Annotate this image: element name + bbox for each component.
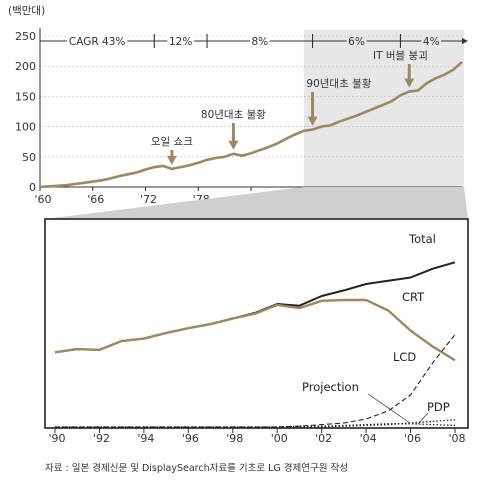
growth-rate-label: 6% — [348, 36, 365, 48]
x-tick-label: '98 — [226, 432, 243, 445]
annotation-label: IT 버블 붕괴 — [373, 50, 428, 62]
y-tick-label: 50 — [22, 151, 36, 164]
highlight-region — [303, 30, 464, 187]
source-note: 자료 : 일본 경제신문 및 DisplaySearch자료를 기초로 LG 경… — [45, 463, 348, 474]
x-tick-label: '06 — [404, 432, 421, 445]
annotation-arrowhead — [307, 116, 318, 126]
annotation-label: 오일 쇼크 — [151, 135, 193, 148]
series-line — [39, 61, 463, 189]
x-tick-label: '08 — [448, 432, 465, 445]
x-tick-label: '60 — [34, 193, 51, 206]
zoom-frame — [44, 218, 469, 429]
series-label-projection: Projection — [302, 380, 359, 394]
x-tick-label: '04 — [360, 432, 377, 445]
leader-line-pdp — [417, 412, 429, 425]
x-tick-label: '92 — [93, 432, 110, 445]
x-tick-label: '00 — [271, 432, 288, 445]
series-label-lcd: LCD — [393, 350, 416, 364]
x-tick-label: '96 — [182, 432, 199, 445]
growth-rate-label-bg — [249, 34, 270, 48]
growth-rate-arrowhead — [462, 38, 468, 44]
y-tick-label: 100 — [15, 121, 36, 134]
top-chart: (백만대)050100150200250'60'66'72'78'84'90'9… — [8, 5, 468, 206]
growth-rate-label: 12% — [169, 36, 192, 48]
growth-rate-label: CAGR 43% — [69, 36, 125, 48]
bottom-chart: '90 '92 '94 '96 '98 '00 '02 '04 '06 '08 Total CRT LC… — [44, 187, 469, 445]
y-axis-label: (백만대) — [8, 5, 45, 17]
x-tick-label: '72 — [140, 193, 157, 206]
y-tick-label: 250 — [15, 30, 36, 43]
annotation-arrowhead — [166, 155, 177, 165]
annotation-label: 90년대초 불황 — [306, 78, 371, 90]
zoom-connector — [45, 187, 468, 219]
series-label-total: Total — [408, 232, 436, 246]
x-tick-label: '94 — [137, 432, 154, 445]
series-label-crt: CRT — [402, 290, 425, 304]
annotation-label: 80년대초 불황 — [201, 109, 266, 121]
x-tick-label: '66 — [87, 193, 104, 206]
growth-rate-label-bg — [421, 34, 442, 48]
growth-rate-label-bg — [167, 34, 194, 48]
series-label-pdp: PDP — [427, 400, 450, 414]
x-tick-label: '02 — [315, 432, 332, 445]
series-line-crt — [54, 298, 456, 362]
y-tick-label: 150 — [15, 90, 36, 103]
growth-rate-label: 4% — [423, 36, 440, 48]
annotation-arrowhead — [404, 78, 415, 88]
annotation-arrowhead — [228, 140, 239, 150]
y-tick-label: 200 — [15, 60, 36, 73]
growth-rate-label: 8% — [251, 36, 268, 48]
leader-line-projection — [367, 393, 411, 424]
series-line-pdp — [55, 419, 456, 428]
growth-rate-label-bg — [66, 34, 128, 48]
y-tick-label: 0 — [29, 181, 36, 194]
growth-rate-label-bg — [346, 34, 367, 48]
x-tick-label: '90 — [48, 432, 65, 445]
